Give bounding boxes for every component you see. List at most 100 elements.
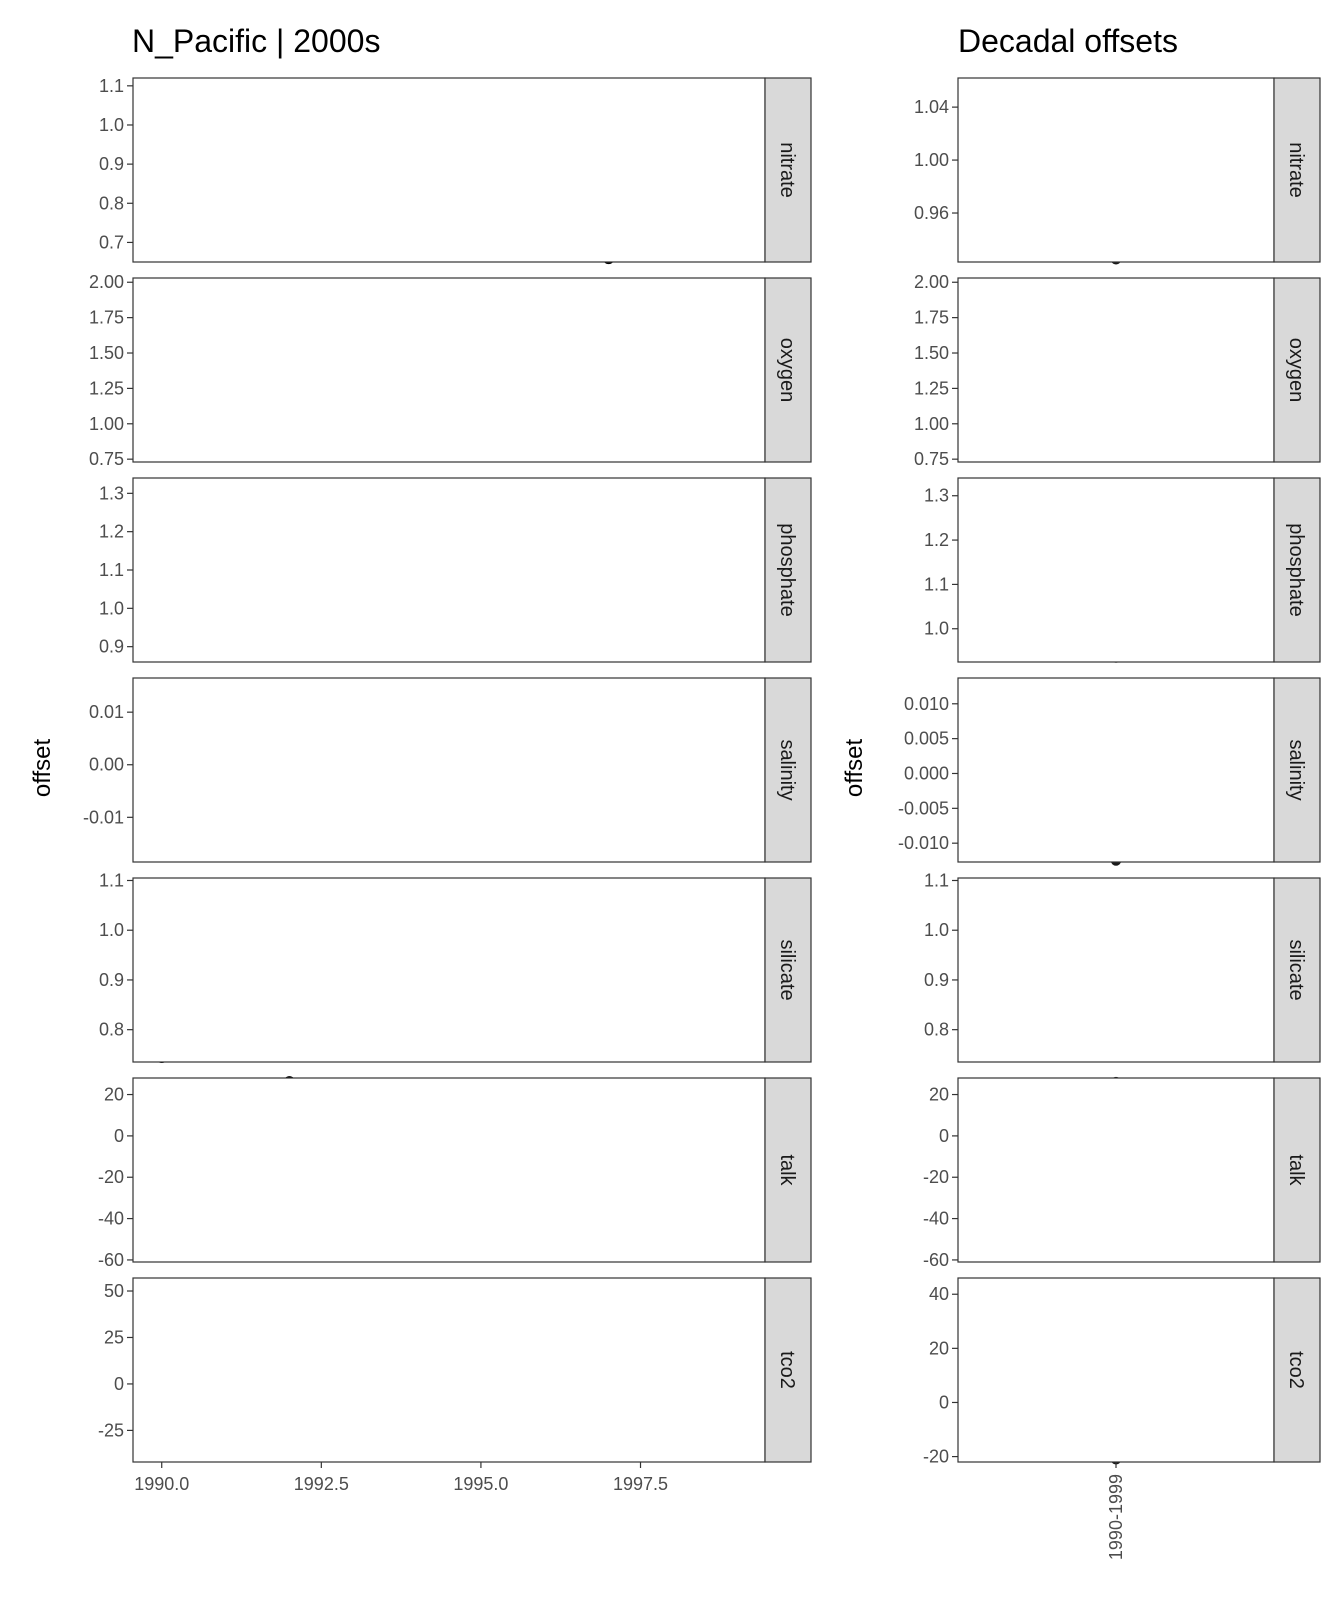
left-y-tick-label: 0.75 — [89, 449, 124, 469]
right-facet-strip-label: oxygen — [1285, 338, 1307, 403]
right-facet-strip-label: salinity — [1285, 739, 1307, 800]
right-y-tick-label: 1.00 — [914, 150, 949, 170]
left-panel-border — [132, 77, 766, 263]
left-y-tick-label: 50 — [104, 1281, 124, 1301]
left-y-tick-label: 1.75 — [89, 308, 124, 328]
right-y-tick-label: 20 — [929, 1338, 949, 1358]
left-facet-strip — [764, 677, 812, 863]
right-y-tick-label: 0.010 — [904, 694, 949, 714]
left-facet-strip-label: tco2 — [776, 1351, 798, 1389]
left-y-tick-label: 1.1 — [99, 560, 124, 580]
left-y-tick-label: 1.2 — [99, 522, 124, 542]
right-y-tick-label: 1.3 — [924, 486, 949, 506]
left-y-tick-label: 0.8 — [99, 193, 124, 213]
right-y-tick-label: 1.1 — [924, 574, 949, 594]
left-y-tick-label: 1.00 — [89, 414, 124, 434]
left-x-tick-label: 1997.5 — [613, 1474, 668, 1494]
right-facet-strip-label: phosphate — [1285, 523, 1307, 616]
right-y-tick-label: 1.0 — [924, 619, 949, 639]
right-y-tick-label: 1.25 — [914, 378, 949, 398]
left-y-tick-label: 1.0 — [99, 920, 124, 940]
right-y-tick-label: -0.005 — [898, 798, 949, 818]
left-y-tick-label: 0.9 — [99, 970, 124, 990]
left-panel-border — [132, 677, 766, 863]
right-facet-nitrate: 0.96 1.00 1.04 nitrate — [914, 77, 1321, 265]
left-facet-strip-label: salinity — [776, 739, 798, 800]
right-facet-phosphate: 1.0 1.1 1.2 1.3 phosphate — [924, 477, 1321, 663]
left-facet-strip — [764, 1277, 812, 1463]
left-facet-phosphate: 0.9 1.0 1.1 1.2 1.3 phosphate — [99, 477, 812, 663]
right-y-tick-label: 20 — [929, 1085, 949, 1105]
right-chart-title: Decadal offsets — [958, 23, 1178, 59]
left-y-tick-label: 0 — [114, 1374, 124, 1394]
left-y-tick-label: 1.50 — [89, 343, 124, 363]
left-panel-border — [132, 277, 766, 463]
left-y-tick-label: 20 — [104, 1085, 124, 1105]
left-y-axis-label: offset — [29, 739, 56, 798]
right-facet-strip — [1273, 677, 1321, 863]
right-facet-strip — [1273, 477, 1321, 663]
right-y-tick-label: 1.0 — [924, 920, 949, 940]
left-facet-strip-label: nitrate — [776, 142, 798, 198]
left-y-tick-label: 25 — [104, 1327, 124, 1347]
right-y-tick-label: -40 — [923, 1209, 949, 1229]
left-facet-strip — [764, 1077, 812, 1263]
left-y-tick-label: 0 — [114, 1126, 124, 1146]
left-x-tick-label: 1990.0 — [134, 1474, 189, 1494]
left-y-tick-label: 2.00 — [89, 272, 124, 292]
right-y-tick-label: -0.010 — [898, 833, 949, 853]
right-y-tick-label: 0 — [939, 1126, 949, 1146]
left-facet-strip-label: silicate — [776, 939, 798, 1000]
right-panel-border — [957, 77, 1275, 263]
left-y-tick-label: 0.9 — [99, 154, 124, 174]
left-facet-strip-label: oxygen — [776, 338, 798, 403]
right-y-axis-label: offset — [841, 739, 868, 798]
right-panel-border — [957, 477, 1275, 663]
left-x-tick-label: 1992.5 — [294, 1474, 349, 1494]
left-chart-title: N_Pacific | 2000s — [132, 23, 380, 59]
right-facet-strip — [1273, 1077, 1321, 1263]
right-y-tick-label: 2.00 — [914, 272, 949, 292]
left-facet-salinity: -0.01 0.00 0.01 salinity — [83, 677, 812, 863]
left-panel-border — [132, 477, 766, 663]
right-facet-strip — [1273, 77, 1321, 263]
right-y-tick-label: -60 — [923, 1250, 949, 1270]
left-facet-strip — [764, 77, 812, 263]
right-panel-border — [957, 277, 1275, 463]
left-y-tick-label: -0.01 — [83, 807, 124, 827]
left-y-tick-label: 1.0 — [99, 598, 124, 618]
left-y-tick-label: 1.0 — [99, 115, 124, 135]
left-facet-strip — [764, 477, 812, 663]
left-facet-strip — [764, 277, 812, 463]
left-y-tick-label: -20 — [98, 1167, 124, 1187]
left-facet-oxygen: 0.75 1.00 1.25 1.50 1.75 2.00 oxygen — [89, 272, 812, 469]
right-chart: 0.961.001.04nitrate0.751.001.251.501.752… — [898, 77, 1321, 1560]
right-facet-strip-label: silicate — [1285, 939, 1307, 1000]
right-y-tick-label: 1.2 — [924, 530, 949, 550]
right-y-tick-label: 0.000 — [904, 763, 949, 783]
right-y-tick-label: 1.50 — [914, 343, 949, 363]
left-panel-border — [132, 1077, 766, 1263]
left-y-tick-label: 0.00 — [89, 755, 124, 775]
left-y-tick-label: 0.7 — [99, 232, 124, 252]
right-facet-strip-label: nitrate — [1285, 142, 1307, 198]
left-y-tick-label: 0.01 — [89, 702, 124, 722]
right-y-tick-label: 1.04 — [914, 97, 949, 117]
right-y-tick-label: 1.1 — [924, 870, 949, 890]
right-y-tick-label: 0.75 — [914, 449, 949, 469]
right-y-tick-label: 0.96 — [914, 203, 949, 223]
right-facet-talk: -60 -40 -20 0 20 talk — [923, 1076, 1321, 1270]
left-facet-nitrate: 0.7 0.8 0.9 1.0 1.1 nitrate — [99, 76, 812, 265]
right-y-tick-label: 0.8 — [924, 1020, 949, 1040]
right-y-tick-label: 1.00 — [914, 414, 949, 434]
left-y-tick-label: -40 — [98, 1209, 124, 1229]
left-y-tick-label: 1.1 — [99, 76, 124, 96]
left-facet-tco2: -25 0 25 50 tco2 — [98, 1277, 812, 1463]
right-facet-strip — [1273, 277, 1321, 463]
right-y-tick-label: -20 — [923, 1167, 949, 1187]
left-y-tick-label: 0.8 — [99, 1020, 124, 1040]
left-y-tick-label: -25 — [98, 1420, 124, 1440]
left-panel-border — [132, 877, 766, 1063]
left-chart: 0.70.80.91.01.1nitrate0.751.001.251.501.… — [83, 76, 812, 1494]
left-x-tick-label: 1995.0 — [453, 1474, 508, 1494]
